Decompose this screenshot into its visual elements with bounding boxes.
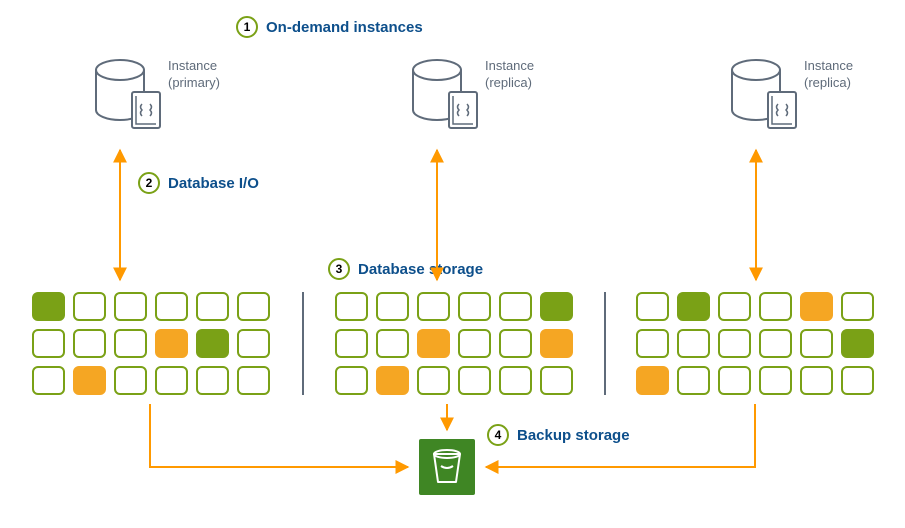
- storage-cell: [417, 292, 450, 321]
- storage-cell: [800, 292, 833, 321]
- storage-cell: [800, 329, 833, 358]
- badge-3: 3: [328, 258, 350, 280]
- storage-cell: [335, 329, 368, 358]
- storage-cell: [458, 366, 491, 395]
- storage-cell: [499, 329, 532, 358]
- storage-cell: [196, 329, 229, 358]
- storage-grid-3: [636, 292, 874, 395]
- storage-cell: [196, 366, 229, 395]
- storage-cell: [335, 292, 368, 321]
- instance-replica1-label: Instance (replica): [485, 58, 534, 92]
- storage-cell: [237, 292, 270, 321]
- storage-cell: [73, 366, 106, 395]
- storage-cell: [376, 329, 409, 358]
- label-db-storage: Database storage: [358, 261, 483, 278]
- storage-grid-2: [335, 292, 573, 395]
- instance-line2: (primary): [168, 75, 220, 90]
- instance-line2: (replica): [485, 75, 532, 90]
- storage-cell: [114, 292, 147, 321]
- storage-cell: [417, 366, 450, 395]
- storage-cell: [335, 366, 368, 395]
- separator-2: [604, 292, 606, 395]
- storage-cell: [540, 292, 573, 321]
- instance-line1: Instance: [485, 58, 534, 73]
- storage-cell: [376, 366, 409, 395]
- storage-cell: [155, 366, 188, 395]
- callout-db-storage: 3 Database storage: [328, 258, 483, 280]
- storage-cell: [677, 366, 710, 395]
- callout-db-io: 2 Database I/O: [138, 172, 259, 194]
- storage-cell: [155, 292, 188, 321]
- storage-cell: [458, 292, 491, 321]
- instance-primary: Instance (primary): [94, 58, 220, 138]
- instance-replica2-label: Instance (replica): [804, 58, 853, 92]
- callout-backup: 4 Backup storage: [487, 424, 630, 446]
- db-instance-icon: [94, 58, 164, 138]
- storage-cell: [417, 329, 450, 358]
- bucket-icon: [430, 448, 464, 486]
- storage-cell: [677, 292, 710, 321]
- storage-cell: [759, 366, 792, 395]
- storage-cell: [841, 292, 874, 321]
- db-instance-icon: [411, 58, 481, 138]
- storage-cell: [196, 292, 229, 321]
- storage-cell: [155, 329, 188, 358]
- storage-cell: [114, 329, 147, 358]
- instance-replica-1: Instance (replica): [411, 58, 534, 138]
- storage-cell: [237, 366, 270, 395]
- storage-cell: [32, 329, 65, 358]
- storage-cell: [677, 329, 710, 358]
- storage-cell: [718, 366, 751, 395]
- storage-cell: [376, 292, 409, 321]
- storage-cell: [499, 292, 532, 321]
- storage-cell: [499, 366, 532, 395]
- storage-cell: [759, 292, 792, 321]
- storage-cell: [114, 366, 147, 395]
- label-db-io: Database I/O: [168, 175, 259, 192]
- storage-cell: [636, 366, 669, 395]
- storage-cell: [841, 366, 874, 395]
- storage-cell: [540, 366, 573, 395]
- badge-1: 1: [236, 16, 258, 38]
- backup-bucket: [419, 439, 475, 495]
- storage-cell: [73, 329, 106, 358]
- storage-cell: [800, 366, 833, 395]
- separator-1: [302, 292, 304, 395]
- badge-2: 2: [138, 172, 160, 194]
- instance-line1: Instance: [168, 58, 217, 73]
- storage-cell: [540, 329, 573, 358]
- db-instance-icon: [730, 58, 800, 138]
- storage-cell: [237, 329, 270, 358]
- storage-cell: [32, 366, 65, 395]
- callout-on-demand: 1 On-demand instances: [236, 16, 423, 38]
- storage-cell: [636, 292, 669, 321]
- instance-replica-2: Instance (replica): [730, 58, 853, 138]
- storage-cell: [636, 329, 669, 358]
- storage-cell: [759, 329, 792, 358]
- instance-line2: (replica): [804, 75, 851, 90]
- label-on-demand: On-demand instances: [266, 19, 423, 36]
- instance-line1: Instance: [804, 58, 853, 73]
- storage-cell: [32, 292, 65, 321]
- instance-primary-label: Instance (primary): [168, 58, 220, 92]
- storage-grid-1: [32, 292, 270, 395]
- badge-4: 4: [487, 424, 509, 446]
- label-backup: Backup storage: [517, 427, 630, 444]
- storage-cell: [458, 329, 491, 358]
- storage-cell: [841, 329, 874, 358]
- storage-cell: [718, 292, 751, 321]
- storage-cell: [718, 329, 751, 358]
- storage-cell: [73, 292, 106, 321]
